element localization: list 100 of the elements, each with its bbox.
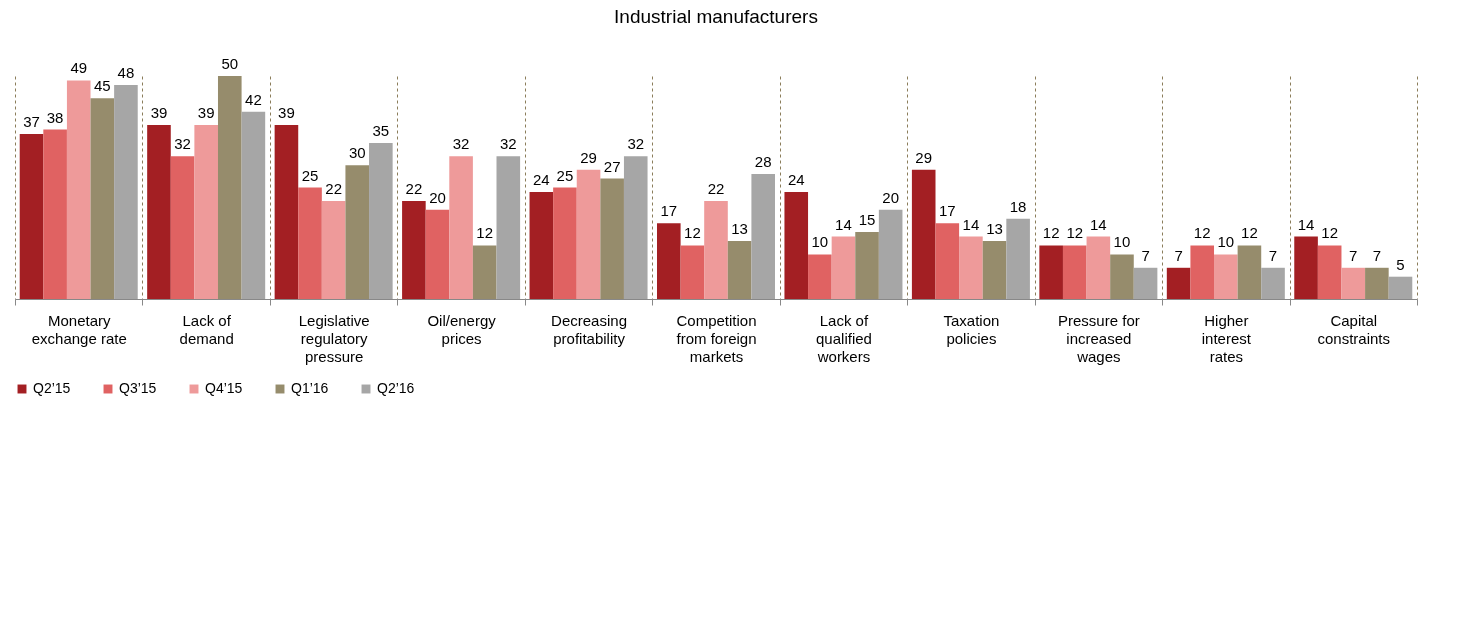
- data-label: 7: [1174, 246, 1183, 264]
- x-tick-label: Pressure for increased wages: [1058, 311, 1140, 365]
- bar: [170, 156, 195, 299]
- x-tick-label: Higher interest rates: [1201, 311, 1252, 365]
- bar: [1214, 254, 1238, 299]
- data-label: 39: [150, 104, 168, 122]
- data-label: 32: [174, 135, 191, 153]
- bar: [727, 241, 752, 299]
- data-label: 48: [117, 63, 135, 81]
- bar: [1062, 245, 1087, 299]
- x-tick-label: Lack of qualified workers: [816, 311, 872, 365]
- bar: [704, 200, 728, 299]
- data-label: 24: [787, 170, 805, 188]
- bar: [241, 111, 266, 299]
- data-label: 49: [70, 59, 88, 77]
- data-label: 38: [46, 108, 64, 126]
- bar: [529, 191, 554, 299]
- bar: [623, 156, 648, 299]
- bar: [680, 245, 705, 299]
- data-label: 22: [325, 179, 342, 197]
- bar: [147, 125, 171, 299]
- bar: [1365, 267, 1389, 299]
- data-label: 30: [348, 144, 366, 162]
- x-tick-label: Lack of demand: [179, 311, 234, 347]
- data-label: 12: [1321, 224, 1339, 242]
- bar: [1006, 218, 1030, 299]
- data-label: 45: [93, 77, 111, 95]
- bar: [1388, 276, 1413, 299]
- data-label: 25: [301, 166, 319, 184]
- data-label: 39: [278, 104, 295, 122]
- bar: [751, 174, 776, 299]
- data-label: 10: [811, 233, 829, 251]
- bar: [1261, 267, 1285, 299]
- data-label: 15: [858, 211, 876, 229]
- data-label: 17: [938, 202, 956, 220]
- bar: [1086, 236, 1111, 299]
- data-label: 42: [245, 90, 262, 108]
- bar: [194, 125, 218, 299]
- bar: [553, 187, 577, 299]
- data-label: 5: [1396, 255, 1405, 273]
- bar: [90, 98, 115, 299]
- bar: [369, 142, 393, 299]
- bar: [19, 133, 44, 299]
- bar: [600, 178, 624, 299]
- data-label: 7: [1141, 246, 1150, 264]
- bar: [298, 187, 322, 299]
- x-tick-label: Capital constraints: [1317, 311, 1391, 347]
- bar: [1237, 245, 1262, 299]
- bar: [66, 80, 91, 299]
- bar: [831, 236, 856, 299]
- legend-label: Q2’15: [33, 380, 71, 396]
- bar: [1341, 267, 1366, 299]
- x-tick-label: Oil/energy prices: [427, 311, 497, 347]
- x-tick-label: Monetary exchange rate: [31, 311, 127, 347]
- bar: [576, 169, 601, 299]
- data-label: 20: [882, 188, 899, 206]
- bar: [1166, 267, 1191, 299]
- data-label: 22: [405, 179, 423, 197]
- data-label: 7: [1372, 246, 1382, 264]
- bar: [1294, 236, 1318, 299]
- data-label: 10: [1113, 233, 1131, 251]
- data-label: 10: [1217, 233, 1235, 251]
- bar: [449, 156, 473, 299]
- bar: [114, 84, 138, 299]
- bar: [1190, 245, 1215, 299]
- data-label: 32: [627, 135, 645, 153]
- chart-title: Industrial manufacturers: [614, 6, 818, 27]
- data-label: 32: [452, 135, 470, 153]
- data-label: 14: [962, 215, 980, 233]
- data-label: 25: [556, 166, 574, 184]
- data-label: 12: [1241, 224, 1258, 242]
- data-label: 29: [580, 148, 597, 166]
- data-label: 13: [731, 220, 748, 238]
- bar: [935, 223, 960, 299]
- data-label: 37: [23, 112, 40, 130]
- data-label: 22: [707, 179, 725, 197]
- bar: [808, 254, 832, 299]
- data-label: 12: [1066, 224, 1084, 242]
- data-label: 32: [499, 135, 517, 153]
- data-label: 29: [915, 148, 933, 166]
- bar: [982, 241, 1007, 299]
- legend-label: Q4’15: [205, 380, 243, 396]
- bar: [656, 223, 681, 299]
- data-label: 14: [1297, 215, 1315, 233]
- bar: [402, 200, 426, 299]
- bar: [217, 76, 242, 299]
- bar: [855, 232, 879, 299]
- bar: [425, 209, 450, 299]
- bar: [43, 129, 67, 299]
- legend-label: Q2’16: [377, 380, 415, 396]
- data-label: 28: [754, 153, 772, 171]
- data-label: 14: [1090, 215, 1107, 233]
- bar: [496, 156, 521, 299]
- data-label: 12: [476, 224, 494, 242]
- data-label: 50: [221, 55, 239, 72]
- data-label: 12: [684, 224, 701, 242]
- bar: [1317, 245, 1342, 299]
- bar: [1110, 254, 1134, 299]
- bar: [321, 200, 346, 299]
- x-tick-label: Decreasing profitability: [551, 311, 627, 347]
